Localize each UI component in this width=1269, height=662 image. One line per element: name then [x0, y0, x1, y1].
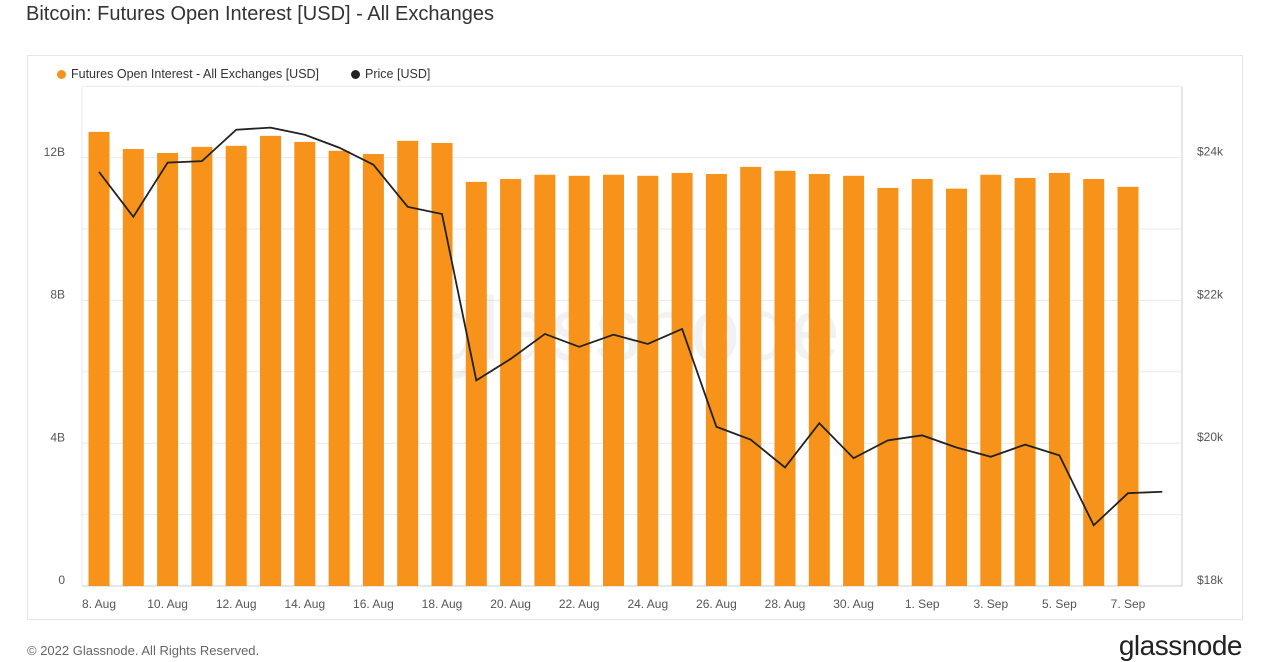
bar	[397, 140, 419, 587]
legend-label: Futures Open Interest - All Exchanges [U…	[71, 67, 320, 81]
watermark: glassnode	[430, 280, 840, 380]
x-tick-label: 30. Aug	[833, 597, 874, 611]
legend-dot-icon	[351, 69, 361, 79]
bar	[911, 179, 933, 586]
bar	[843, 175, 865, 587]
bar	[808, 174, 830, 586]
bar	[1048, 172, 1070, 586]
bar	[225, 145, 247, 586]
y-right-tick-label: $24k	[1197, 145, 1224, 159]
bar	[191, 146, 213, 587]
copyright: © 2022 Glassnode. All Rights Reserved.	[27, 643, 260, 658]
bar	[88, 131, 110, 586]
bar	[637, 175, 659, 587]
x-tick-label: 12. Aug	[216, 597, 257, 611]
x-tick-label: 20. Aug	[490, 597, 531, 611]
x-tick-label: 16. Aug	[353, 597, 394, 611]
price-line	[98, 126, 1163, 527]
bar	[157, 152, 179, 587]
y-right-tick-label: $22k	[1197, 287, 1224, 301]
bar	[1083, 179, 1105, 586]
legend-item-open-interest[interactable]: Futures Open Interest - All Exchanges [U…	[57, 67, 319, 81]
chart-frame	[27, 55, 1243, 620]
y-left-tick-label: 4B	[50, 430, 65, 444]
bar	[122, 149, 144, 587]
x-tick-label: 10. Aug	[147, 597, 188, 611]
y-right-tick-label: $20k	[1197, 430, 1224, 444]
x-tick-label: 5. Sep	[1042, 597, 1077, 611]
legend: Futures Open Interest - All Exchanges [U…	[57, 67, 430, 81]
bar	[328, 150, 350, 587]
glassnode-logo: glassnode	[1118, 630, 1243, 661]
legend-dot-icon	[57, 69, 66, 79]
chart-title: Bitcoin: Futures Open Interest [USD] - A…	[26, 3, 494, 25]
y-left-tick-label: 0	[58, 573, 65, 587]
bar	[568, 175, 590, 587]
bar	[1014, 177, 1036, 587]
x-tick-label: 1. Sep	[905, 597, 940, 611]
y-left-tick-label: 8B	[50, 288, 65, 302]
bar	[431, 142, 453, 586]
x-tick-label: 24. Aug	[627, 597, 668, 611]
legend-item-price[interactable]: Price [USD]	[351, 67, 430, 81]
x-tick-label: 14. Aug	[284, 597, 325, 611]
x-tick-label: 26. Aug	[696, 597, 737, 611]
bar	[603, 174, 624, 586]
x-tick-label: 7. Sep	[1111, 597, 1146, 611]
bar	[1117, 186, 1139, 586]
x-tick-label: 18. Aug	[422, 597, 463, 611]
bar	[980, 174, 1002, 586]
bar	[465, 181, 487, 587]
x-tick-label: 22. Aug	[559, 597, 600, 611]
bar	[877, 187, 899, 587]
bar	[671, 172, 693, 586]
x-tick-label: 8. Aug	[82, 597, 116, 611]
bar	[362, 154, 384, 586]
x-tick-label: 3. Sep	[973, 597, 1008, 611]
legend-label: Price [USD]	[365, 67, 431, 81]
bar	[260, 135, 281, 586]
y-left-tick-label: 12B	[44, 145, 65, 159]
bar	[500, 179, 522, 586]
bar	[740, 166, 762, 586]
bar	[946, 188, 967, 586]
bar	[294, 141, 316, 586]
y-right-tick-label: $18k	[1197, 573, 1224, 587]
x-tick-label: 28. Aug	[765, 597, 806, 611]
bar	[534, 174, 556, 586]
bar	[705, 174, 727, 586]
bar	[774, 170, 796, 586]
